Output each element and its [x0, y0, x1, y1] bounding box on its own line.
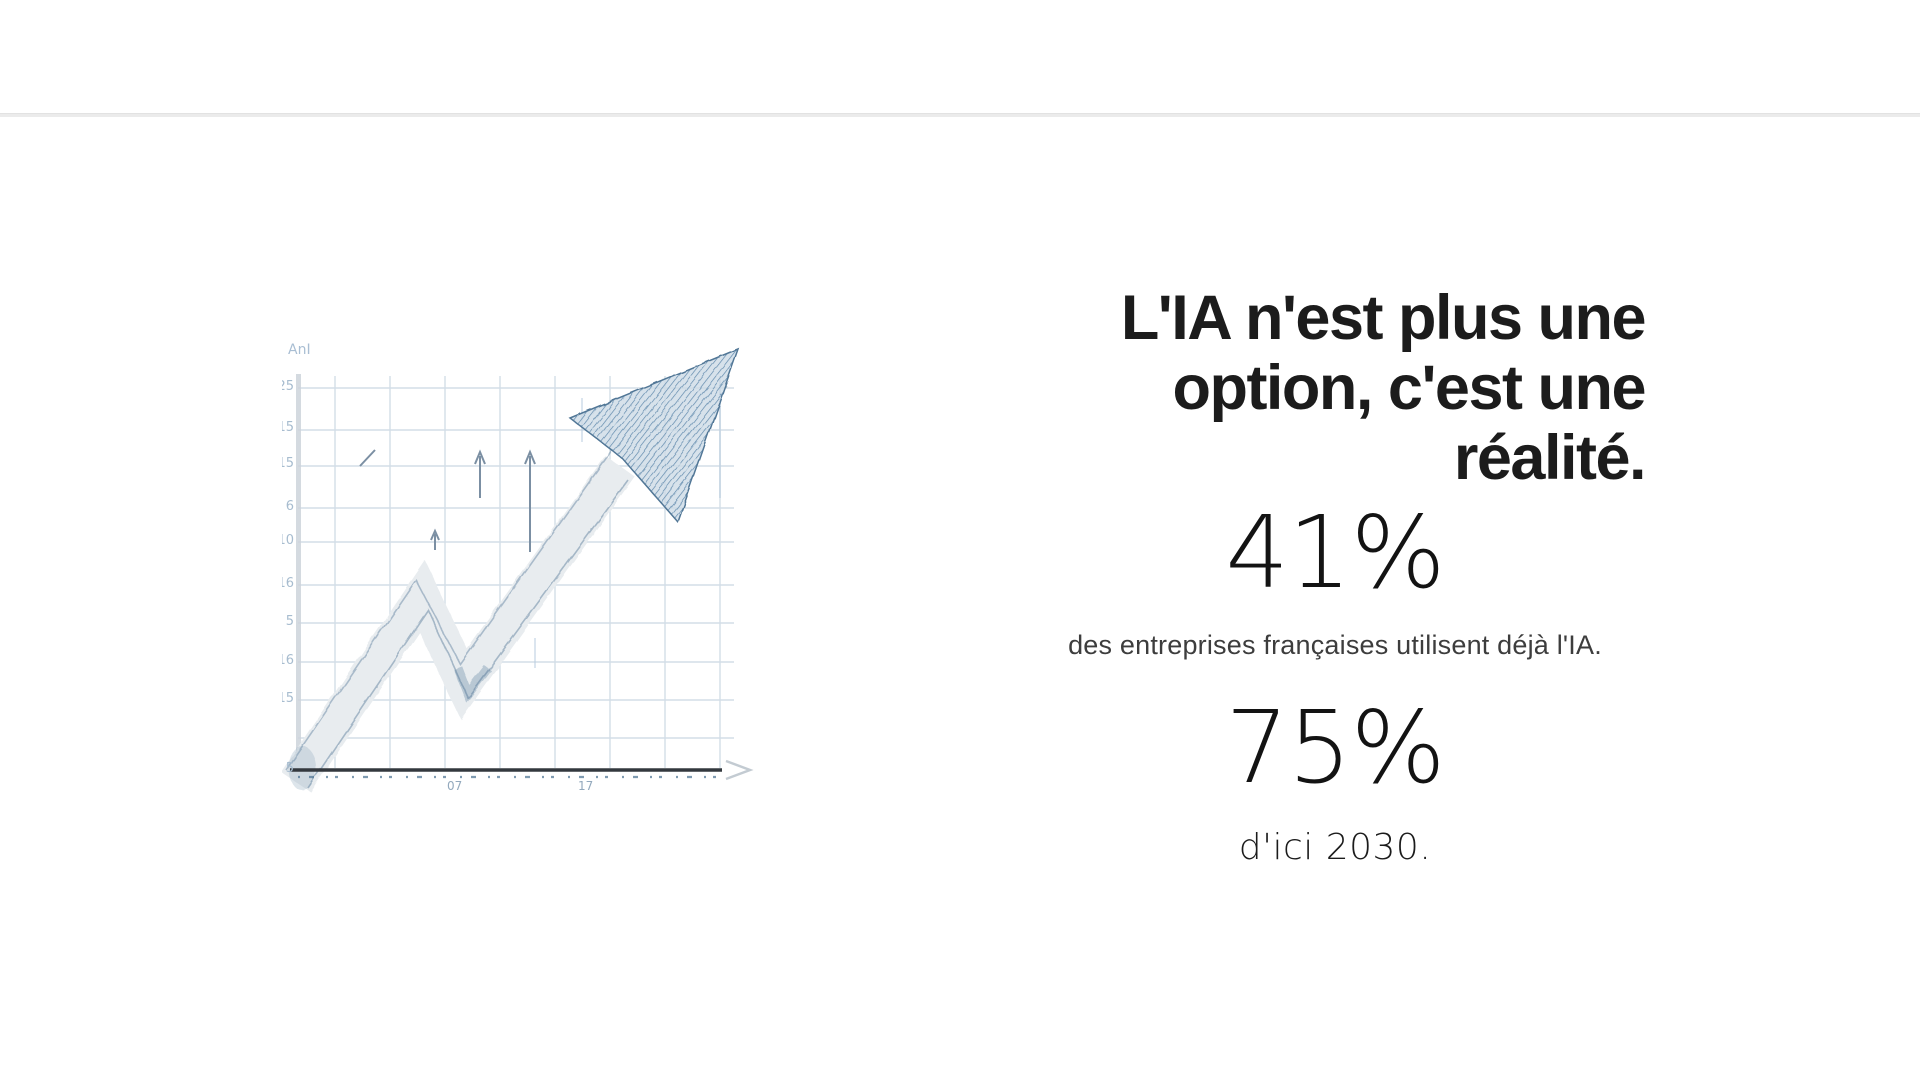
stat-label-41: des entreprises françaises utilisent déj… — [1068, 630, 1602, 660]
x-axis-arrow-icon — [725, 759, 754, 781]
x-tick-label: 17 — [578, 779, 593, 793]
axis-title-label: AnI — [288, 342, 311, 358]
y-tick-label: 16 — [282, 576, 294, 591]
title-line-2: option, c'est une — [1172, 353, 1646, 423]
y-tick-label: 25 — [282, 379, 294, 394]
growth-arrow — [281, 347, 740, 793]
page-title: L'IA n'est plus une option, c'est une ré… — [1025, 283, 1647, 493]
top-divider-line — [0, 113, 1920, 117]
stat-label-75: d'ici 2030. — [1238, 827, 1432, 868]
stat-value-41: 41% — [1225, 494, 1445, 611]
y-tick-label: 15 — [282, 420, 294, 435]
title-line-1: L'IA n'est plus une — [1120, 283, 1647, 353]
title-line-3: réalité. — [1453, 423, 1647, 493]
small-up-arrow-icon — [359, 449, 536, 552]
growth-chart-illustration: AnI 25 15 15 6 10 16 5 16 15 5 07 17 — [277, 338, 755, 800]
y-tick-label: 5 — [286, 761, 294, 776]
x-tick-label: 07 — [447, 779, 462, 793]
y-tick-label: 15 — [282, 456, 294, 471]
y-tick-label: 6 — [286, 499, 294, 514]
y-tick-label: 5 — [286, 614, 294, 629]
y-axis-line — [296, 374, 301, 774]
stat-value-75: 75% — [1225, 689, 1445, 806]
y-tick-label: 16 — [282, 653, 294, 668]
sketch-chart-svg: AnI 25 15 15 6 10 16 5 16 15 5 07 17 — [277, 342, 754, 793]
hero-text-block: L'IA n'est plus une option, c'est une ré… — [1025, 283, 1647, 493]
y-tick-label: 10 — [282, 533, 294, 548]
y-tick-label: 15 — [282, 691, 294, 706]
